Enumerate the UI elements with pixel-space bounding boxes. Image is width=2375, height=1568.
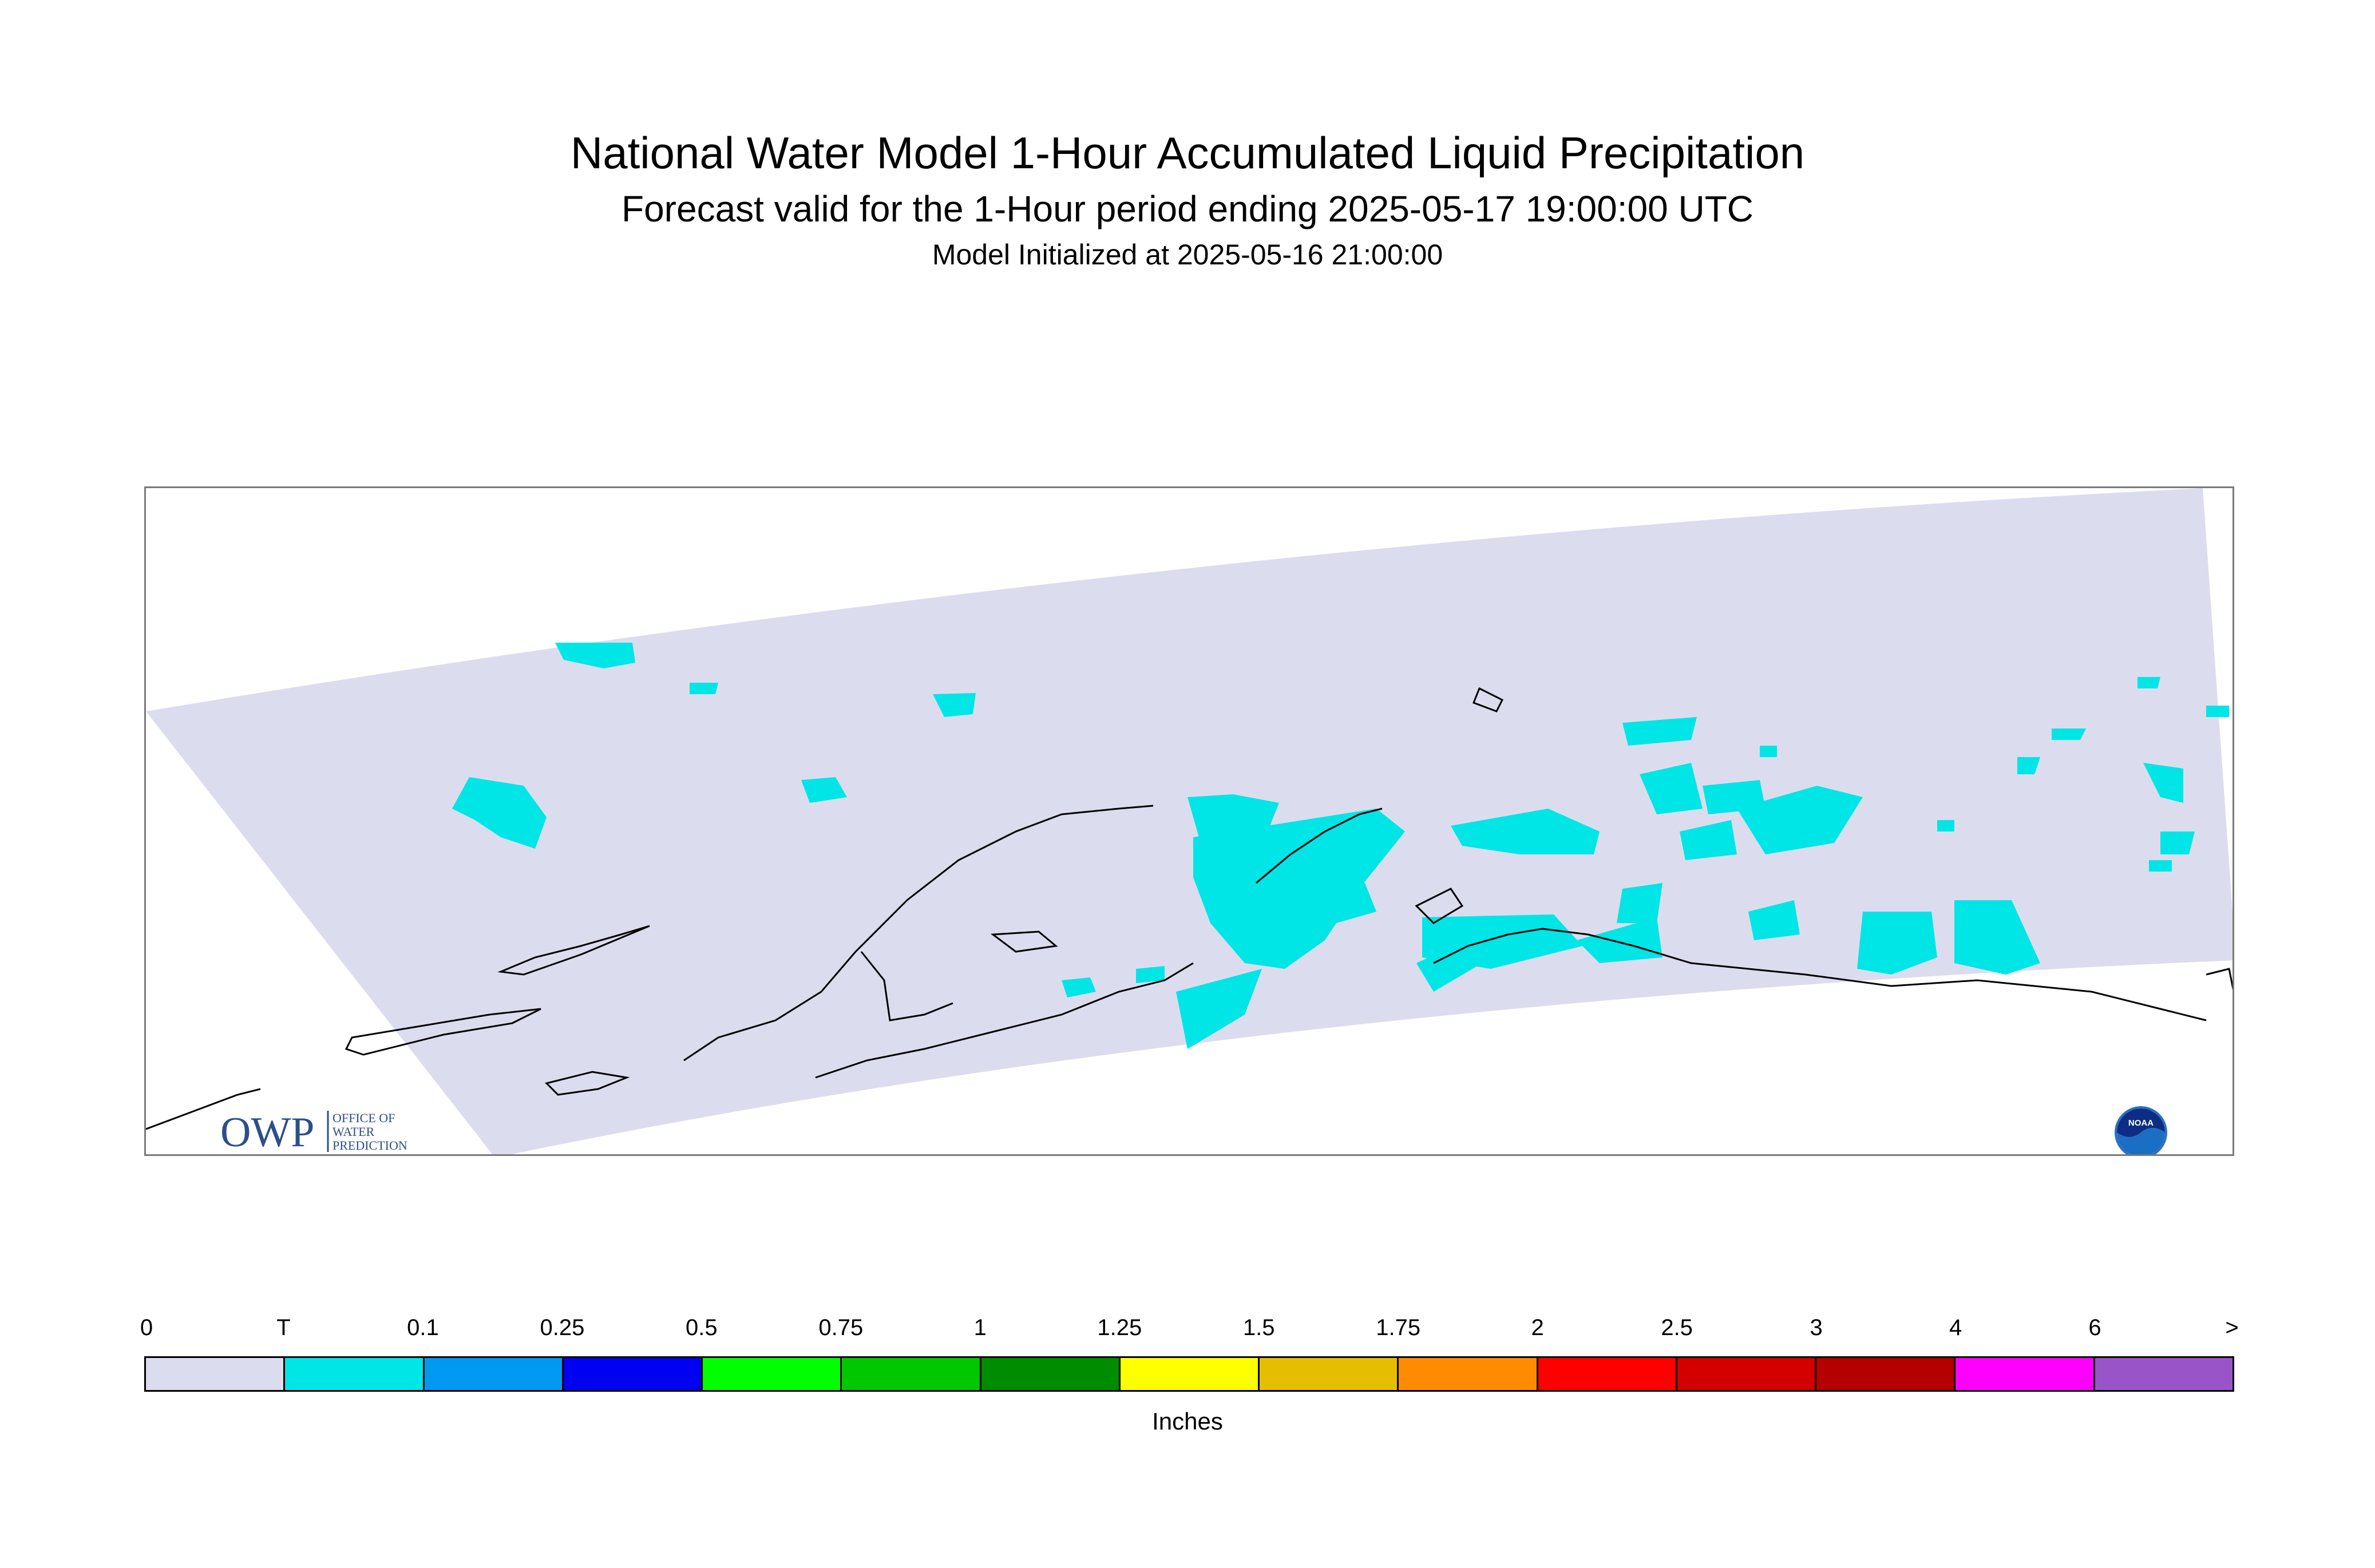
svg-text:PREDICTION: PREDICTION <box>332 1138 407 1153</box>
legend-swatch <box>1399 1358 1538 1390</box>
legend-tick-label: 2 <box>1531 1315 1544 1340</box>
map-subtitle: Forecast valid for the 1-Hour period end… <box>621 188 1754 229</box>
svg-text:OFFICE OF: OFFICE OF <box>332 1111 395 1125</box>
legend-tick-label: 0.5 <box>686 1315 718 1340</box>
coastline-segment <box>545 1071 630 1096</box>
coastline-segment <box>497 925 650 976</box>
precip-area <box>2017 757 2040 774</box>
legend-tick-label: 0 <box>140 1315 153 1340</box>
legend-tick-label: 2.5 <box>1661 1315 1693 1340</box>
legend-swatch <box>1538 1358 1677 1390</box>
precipitation-legend-colorbar <box>144 1356 2234 1392</box>
legend-tick-label: 0.25 <box>540 1315 585 1340</box>
legend-swatch <box>2095 1358 2232 1390</box>
precip-area <box>2149 860 2172 872</box>
precipitation-areas <box>452 643 2229 1049</box>
precip-area <box>1640 763 1703 814</box>
precip-area <box>1176 969 1262 1049</box>
legend-tick-label: 1.25 <box>1097 1315 1142 1340</box>
precipitation-map <box>146 488 2232 1154</box>
coastline <box>146 687 2232 1130</box>
legend-swatch <box>1816 1358 1956 1390</box>
owp-logo: OWP OFFICE OF WATER PREDICTION <box>220 1109 407 1156</box>
model-init-time: Model Initialized at 2025-05-16 21:00:00 <box>932 239 1443 271</box>
legend-swatch <box>563 1358 703 1390</box>
precip-area <box>1331 883 1376 923</box>
precip-area <box>1937 820 1954 831</box>
precip-area <box>1577 917 1662 963</box>
map-panel: OWP OFFICE OF WATER PREDICTION NOAA <box>144 486 2234 1156</box>
map-title: National Water Model 1-Hour Accumulated … <box>570 128 1805 178</box>
coastline-segment <box>815 962 1194 1079</box>
precip-area <box>555 643 635 668</box>
legend-tick-label: 0.1 <box>407 1315 439 1340</box>
precip-area <box>1622 717 1697 746</box>
legend-swatch <box>1260 1358 1399 1390</box>
legend-tick-label: 0.75 <box>818 1315 864 1340</box>
precip-area <box>2052 728 2086 740</box>
precip-area <box>801 777 847 803</box>
legend-swatch <box>285 1358 425 1390</box>
precip-area <box>1193 809 1405 969</box>
precip-area <box>1136 966 1165 983</box>
legend-unit-label: Inches <box>1152 1408 1223 1435</box>
precip-area <box>1857 912 1937 975</box>
precip-area <box>1451 809 1600 854</box>
coastline-segment <box>1472 687 1504 712</box>
legend-tick-label: 1.5 <box>1242 1315 1275 1340</box>
legend-swatch <box>424 1358 564 1390</box>
svg-text:OWP: OWP <box>220 1109 314 1156</box>
legend-tick-label: T <box>276 1315 291 1340</box>
legend-swatch <box>1120 1358 1260 1390</box>
precip-area <box>1680 820 1737 860</box>
precip-area <box>2206 706 2229 717</box>
precip-area <box>1760 746 1777 757</box>
coastline-segment <box>345 1008 541 1056</box>
legend-tick-label: 6 <box>2088 1315 2101 1340</box>
legend-swatch <box>1956 1358 2095 1390</box>
precip-area <box>452 777 547 849</box>
precip-area <box>690 683 718 694</box>
noaa-logo: NOAA <box>2115 1106 2167 1154</box>
precip-area <box>1748 900 1800 940</box>
coastline-segment <box>683 805 1154 1062</box>
coastline-segment <box>146 1088 261 1130</box>
legend-swatch <box>842 1358 981 1390</box>
precip-area <box>2160 831 2195 854</box>
svg-text:WATER: WATER <box>332 1124 375 1139</box>
coastline-segment <box>1433 928 2207 1021</box>
precip-area <box>1617 883 1662 923</box>
coastline-segment <box>1256 807 1383 884</box>
legend-swatch <box>703 1358 842 1390</box>
precip-area <box>1062 977 1096 997</box>
legend-tick-label: 1.75 <box>1376 1315 1421 1340</box>
precip-area <box>933 693 976 717</box>
coastline-segment <box>1415 888 1464 924</box>
precip-area <box>1737 786 1863 854</box>
legend-swatch <box>981 1358 1121 1390</box>
legend-swatch <box>1677 1358 1817 1390</box>
legend-swatch <box>146 1358 286 1390</box>
legend-tick-label: 1 <box>973 1315 987 1340</box>
legend-tick-label: 3 <box>1810 1315 1823 1340</box>
coastline-segment <box>990 930 1058 953</box>
model-domain-area <box>146 488 2232 1154</box>
precip-area <box>2143 763 2183 803</box>
legend-tick-label: 4 <box>1949 1315 1962 1340</box>
coastline-segment <box>860 951 953 1021</box>
coastline-segment <box>2206 968 2232 991</box>
svg-text:NOAA: NOAA <box>2128 1118 2154 1128</box>
precip-area <box>2138 677 2160 688</box>
precip-area <box>1954 900 2040 975</box>
legend-tick-label: > <box>2225 1315 2239 1340</box>
